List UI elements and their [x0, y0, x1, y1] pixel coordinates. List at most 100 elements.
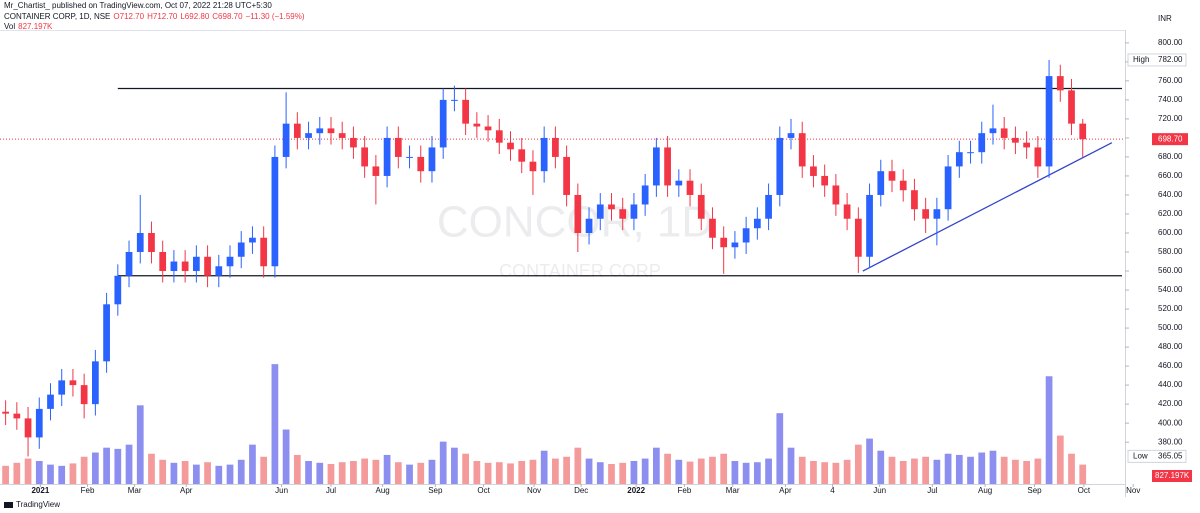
x-tick-label: Apr: [779, 486, 792, 495]
volume-bar: [899, 460, 907, 484]
candle-body: [327, 128, 335, 134]
candle-body: [1056, 76, 1064, 91]
candle-body: [361, 147, 369, 167]
volume-bar: [1000, 456, 1008, 484]
volume-bar: [798, 456, 806, 484]
candle-body: [720, 237, 728, 248]
last-volume-label: 827.197K: [1155, 471, 1190, 480]
candle-body: [451, 99, 458, 101]
volume-bar: [888, 456, 896, 484]
y-tick-label: 800.00: [1158, 38, 1183, 47]
high-label: High: [1133, 55, 1149, 64]
volume-bar: [316, 462, 324, 484]
ohlc: C698.70: [212, 12, 243, 21]
volume-bar: [955, 454, 963, 484]
volume-bar: [596, 462, 604, 484]
y-tick-label: 400.00: [1158, 418, 1183, 427]
volume-bar: [80, 456, 88, 484]
volume-bar: [810, 460, 817, 484]
x-tick-label: 2022: [627, 486, 645, 495]
x-tick-label: Nov: [1126, 486, 1140, 495]
vol-value: 827.197K: [18, 22, 53, 31]
volume-bar: [484, 462, 492, 484]
candle-body: [204, 256, 211, 276]
volume-bar: [338, 462, 346, 484]
candle-body: [709, 218, 716, 238]
volume-bar: [641, 458, 649, 484]
candle-body: [473, 123, 481, 127]
volume-bar: [237, 459, 245, 484]
volume-bar: [967, 456, 974, 484]
volume-bar: [854, 444, 862, 484]
volume-bar: [675, 459, 683, 484]
watermark-sub: CONTAINER CORP: [499, 261, 661, 281]
candle-body: [1045, 76, 1053, 167]
volume-bar: [1023, 460, 1030, 484]
candle-body: [1034, 147, 1042, 167]
volume-bar: [473, 460, 481, 484]
volume-bar: [260, 456, 268, 484]
volume-bar: [215, 465, 223, 484]
candle-body: [619, 209, 627, 219]
y-tick-label: 540.00: [1158, 285, 1183, 294]
volume-bar: [383, 454, 391, 484]
y-tick-label: 560.00: [1158, 266, 1183, 275]
candle-body: [787, 133, 795, 138]
volume-bar: [843, 459, 851, 484]
volume-bar: [552, 458, 559, 484]
candle-body: [316, 128, 324, 134]
y-tick-label: 740.00: [1158, 95, 1183, 104]
volume-bar: [1034, 458, 1042, 484]
volume-bar: [305, 460, 312, 484]
x-tick-label: 4: [830, 486, 835, 495]
candle-body: [92, 361, 99, 405]
volume-bar: [585, 458, 593, 484]
ohlc: L692.80: [180, 12, 210, 21]
footer: TradingView: [4, 500, 60, 509]
y-tick-label: 760.00: [1158, 76, 1183, 85]
x-tick-label: Dec: [574, 486, 588, 495]
candle-body: [237, 242, 245, 257]
volume-bar: [103, 447, 110, 484]
candle-body: [585, 218, 593, 233]
candle-body: [877, 171, 885, 195]
candle-body: [406, 156, 413, 158]
candle-body: [675, 180, 683, 186]
volume-bar: [69, 463, 77, 484]
x-tick-label: Jun: [873, 486, 886, 495]
volume-bar: [540, 450, 548, 484]
volume-bar: [653, 447, 660, 484]
volume-bar: [832, 462, 840, 484]
candle-body: [439, 99, 447, 148]
candle-body: [495, 130, 503, 143]
candle-body: [1068, 90, 1075, 124]
ohlc: O712.70: [113, 12, 145, 21]
volume-bar: [24, 458, 32, 484]
candle-body: [1012, 137, 1019, 143]
volume-bar: [462, 453, 469, 484]
volume-bar: [742, 462, 750, 484]
last-volume-tag: [1152, 470, 1192, 482]
volume-bar: [630, 460, 638, 484]
candle-body: [765, 194, 772, 219]
candle-body: [664, 147, 671, 186]
volume-bar: [181, 460, 189, 484]
volume-bar: [877, 450, 885, 484]
volume-bar: [428, 459, 436, 484]
volume-bar: [518, 460, 526, 484]
candle-body: [608, 204, 615, 210]
x-tick-label: Nov: [527, 486, 541, 495]
currency: INR: [1158, 14, 1172, 23]
y-tick-label: 440.00: [1158, 380, 1183, 389]
volume-bar: [327, 464, 335, 484]
volume-bar: [1045, 376, 1053, 484]
volume-bar: [765, 458, 772, 484]
volume-bar: [776, 413, 784, 484]
candle-body: [47, 394, 54, 409]
candle-body: [955, 152, 963, 167]
candle-body: [518, 149, 526, 162]
volume-bar: [664, 453, 671, 484]
candle-body: [80, 385, 88, 405]
volume-bar: [1068, 453, 1075, 484]
